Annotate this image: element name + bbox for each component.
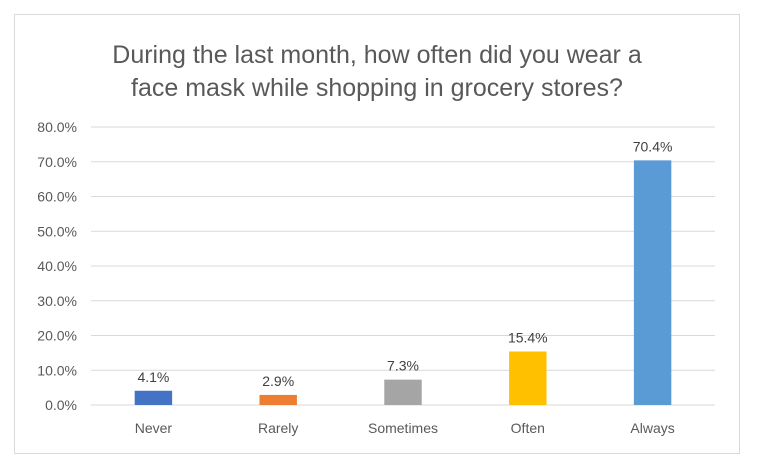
data-label-often: 15.4% xyxy=(508,329,548,345)
y-tick-label: 20.0% xyxy=(37,328,77,344)
bar-rarely xyxy=(259,394,297,405)
y-tick-label: 70.0% xyxy=(37,154,77,170)
chart-title: During the last month, how often did you… xyxy=(112,41,642,102)
y-tick-label: 30.0% xyxy=(37,293,77,309)
data-labels: 4.1% 2.9% 7.3% 15.4% 70.4% xyxy=(137,138,672,389)
y-tick-label: 60.0% xyxy=(37,189,77,205)
data-label-always: 70.4% xyxy=(633,138,673,154)
gridlines xyxy=(91,126,715,406)
x-tick-label-often: Often xyxy=(511,420,545,436)
data-label-never: 4.1% xyxy=(137,369,169,385)
bar-sometimes xyxy=(384,379,422,405)
bars xyxy=(134,160,672,405)
x-tick-label-rarely: Rarely xyxy=(258,420,298,436)
chart-frame: During the last month, how often did you… xyxy=(14,14,740,454)
y-tick-label: 80.0% xyxy=(37,119,77,135)
bar-never xyxy=(134,390,173,405)
bar-often xyxy=(509,351,547,405)
bar-always xyxy=(633,160,672,405)
y-tick-label: 0.0% xyxy=(45,397,77,413)
y-tick-label: 40.0% xyxy=(37,258,77,274)
y-tick-label: 50.0% xyxy=(37,223,77,239)
y-tick-label: 10.0% xyxy=(37,362,77,378)
bar-chart: 0.0% 10.0% 20.0% 30.0% 40.0% 50.0% 60.0% 70.0% 8… xyxy=(37,119,715,436)
x-axis-tick-labels: Never Rarely Sometimes Often Always xyxy=(135,420,675,436)
data-label-rarely: 2.9% xyxy=(262,373,294,389)
data-label-sometimes: 7.3% xyxy=(387,358,419,374)
y-axis-tick-labels: 0.0% 10.0% 20.0% 30.0% 40.0% 50.0% 60.0% 70.0% 8… xyxy=(37,119,77,413)
x-tick-label-sometimes: Sometimes xyxy=(368,420,438,436)
x-tick-label-never: Never xyxy=(135,420,173,436)
x-tick-label-always: Always xyxy=(630,420,674,436)
